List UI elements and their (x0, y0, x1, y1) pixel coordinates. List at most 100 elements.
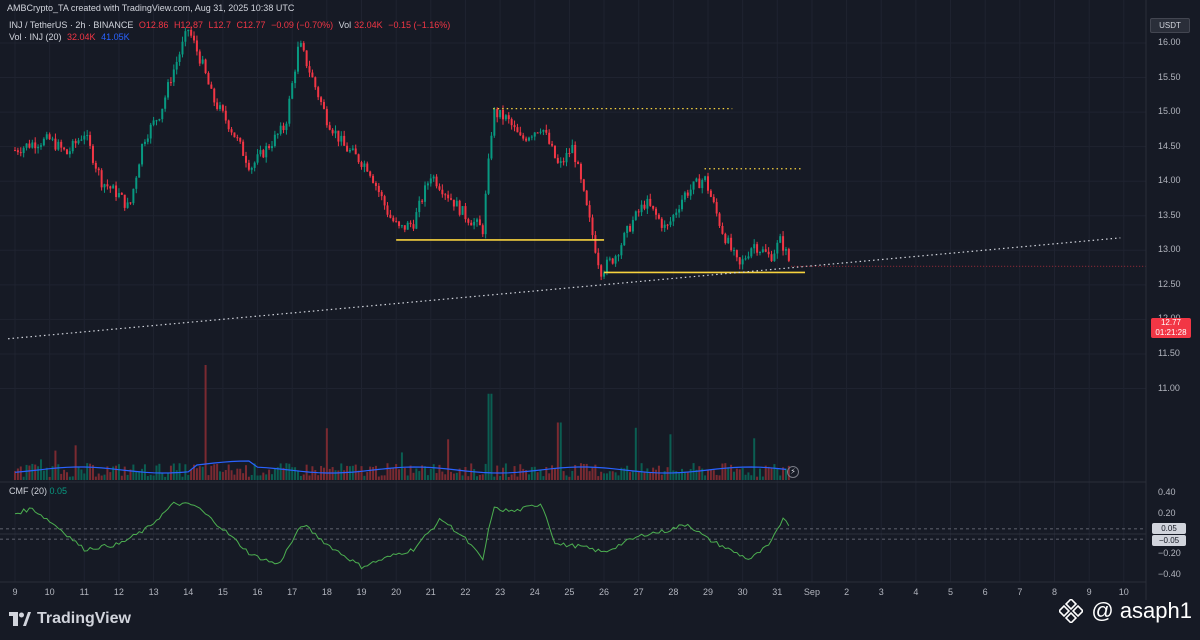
close-value: C12.77 (236, 20, 266, 30)
volume-bar (724, 463, 727, 480)
candle-body (129, 202, 132, 204)
candle-body (747, 256, 750, 259)
volume-bar (744, 474, 747, 480)
chart-header: AMBCrypto_TA created with TradingView.co… (7, 3, 295, 13)
candle-body (115, 185, 118, 198)
volume-bar (374, 465, 377, 480)
volume-bar (77, 466, 80, 480)
candle-body (299, 43, 302, 47)
time-tick-label: 4 (913, 587, 919, 597)
volume-bar (652, 467, 655, 480)
volume-bar (484, 463, 487, 480)
volume-bar (16, 468, 19, 480)
candle-body (614, 256, 617, 264)
candle-body (403, 225, 406, 230)
candle-body (724, 233, 727, 244)
candle-body (761, 249, 764, 253)
candle-body (709, 190, 712, 197)
volume-bar (86, 463, 89, 480)
candle-body (418, 200, 421, 213)
candle-body (767, 251, 770, 255)
candle-body (360, 162, 363, 167)
price-tick-label: 13.50 (1158, 209, 1181, 220)
candle-body (588, 205, 591, 218)
volume-bar (403, 467, 406, 480)
candle-body (683, 192, 686, 200)
candle-body (126, 202, 129, 208)
candle-body (455, 200, 458, 207)
drawn-levels (8, 108, 1146, 340)
candle-body (51, 138, 54, 140)
candle-body (490, 135, 493, 159)
volume-bar (216, 463, 219, 480)
currency-badge[interactable]: USDT (1150, 18, 1190, 33)
candle-body (672, 214, 675, 222)
volume-bar (689, 469, 692, 480)
candle-body (16, 150, 19, 153)
candle-body (513, 125, 516, 128)
candle-body (643, 204, 646, 209)
time-tick-label: 7 (1017, 587, 1023, 597)
vol-ma-label[interactable]: Vol · INJ (20) (9, 32, 62, 42)
candle-body (247, 162, 250, 170)
candle-body (764, 249, 767, 252)
candle-body (250, 167, 253, 170)
candle-body (695, 178, 698, 182)
volume-bar (406, 475, 409, 480)
candle-body (265, 145, 268, 158)
candle-body (109, 186, 112, 189)
lightning-icon[interactable]: ⚡ (787, 466, 799, 478)
candle-body (559, 161, 562, 163)
candle-body (640, 204, 643, 213)
volume-bar (317, 475, 320, 480)
candle-body (444, 194, 447, 196)
volume-bar (608, 471, 611, 480)
volume-bar (782, 467, 785, 480)
candle-body (565, 153, 568, 163)
volume-bar (614, 472, 617, 480)
candle-body (701, 180, 704, 189)
volume-bar (530, 467, 533, 480)
volume-bar (57, 464, 60, 480)
time-tick-label: 6 (982, 587, 988, 597)
cmf-label[interactable]: CMF (20) (9, 486, 47, 496)
volume-bar (458, 468, 461, 480)
candle-body (467, 219, 470, 223)
volume-bar (669, 434, 672, 480)
volume-bar (721, 463, 724, 480)
candle-body (83, 135, 86, 140)
volume-bar (426, 475, 429, 480)
candle-body (253, 162, 256, 168)
candle-body (732, 250, 735, 252)
candle-body (484, 193, 487, 235)
binance-square-icon (1059, 599, 1084, 623)
volume-bar (421, 465, 424, 480)
volume-bar (611, 471, 614, 480)
volume-bar (322, 467, 325, 480)
candle-body (591, 217, 594, 236)
candle-body (89, 135, 92, 146)
candle-body (198, 51, 201, 64)
candle-body (380, 192, 383, 197)
candle-body (149, 124, 152, 139)
time-tick-label: Sep (803, 587, 820, 597)
volume-bar (493, 476, 496, 480)
volume-bar (135, 471, 138, 480)
volume-bar (542, 476, 545, 480)
volume-bar (629, 472, 632, 480)
volume-bar (603, 473, 606, 480)
candle-body (424, 185, 427, 202)
candle-body (626, 225, 629, 233)
candle-body (314, 77, 317, 88)
cmf-legend: CMF (20) 0.05 (9, 486, 67, 496)
volume-bar (175, 470, 178, 480)
volume-bar (672, 470, 675, 480)
volume-bar (161, 472, 164, 480)
symbol-label[interactable]: INJ / TetherUS · 2h · BINANCE (9, 20, 134, 30)
volume-bar (106, 466, 109, 480)
candle-body (556, 157, 559, 163)
time-tick-label: 23 (495, 587, 506, 597)
candle-body (187, 29, 190, 32)
candle-body (730, 237, 733, 251)
